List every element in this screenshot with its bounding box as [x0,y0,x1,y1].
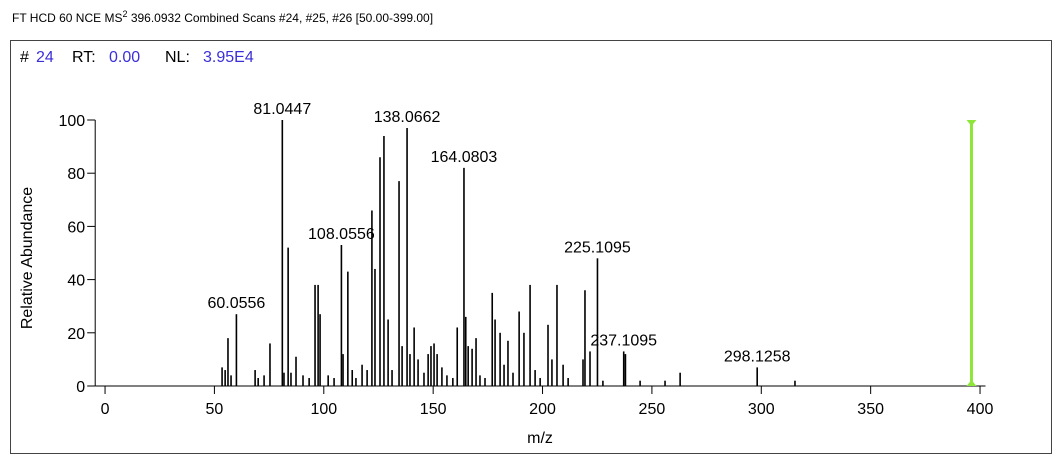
rt-label: RT: [72,49,96,66]
y-tick-label: 40 [67,273,85,290]
y-tick-label: 60 [67,219,85,236]
x-tick-label: 150 [420,401,447,418]
peak-label: 108.0556 [308,226,375,243]
peak-label: 237.1095 [590,332,657,349]
x-tick-label: 0 [101,401,110,418]
header: FT HCD 60 NCE MS2 396.0932 Combined Scan… [12,9,433,25]
x-tick-label: 200 [529,401,556,418]
x-tick-label: 250 [639,401,666,418]
frame [10,40,1052,454]
y-tick-label: 20 [67,326,85,343]
rt: 0.00 [109,49,140,66]
peak-label: 298.1258 [724,348,791,365]
x-tick-label: 300 [748,401,775,418]
x-axis-label: m/z [527,430,553,447]
header-sup: 2 [122,9,127,19]
nl-label: NL: [165,49,190,66]
x-tick-label: 100 [310,401,337,418]
x-tick-label: 350 [857,401,884,418]
scan-info: # 24 RT: 0.00 NL: 3.95E4 [20,49,254,66]
y-tick-label: 80 [67,166,85,183]
scan-label: # [20,49,29,66]
scan: 24 [36,49,54,66]
header-text: FT HCD 60 NCE MS [12,11,122,25]
peak-label: 138.0662 [374,109,441,126]
y-axis-label: Relative Abundance [19,187,36,329]
peak-label: 81.0447 [253,101,311,118]
peak-label: 60.0556 [207,295,265,312]
y-tick-label: 100 [58,113,85,130]
nl: 3.95E4 [203,49,254,66]
x-tick-label: 50 [206,401,224,418]
peak-label: 225.1095 [564,239,631,256]
x-tick-label: 400 [967,401,994,418]
header-text: 396.0932 Combined Scans #24, #25, #26 [5… [127,11,433,25]
peak-label: 164.0803 [431,149,498,166]
y-tick-label: 0 [76,379,85,396]
